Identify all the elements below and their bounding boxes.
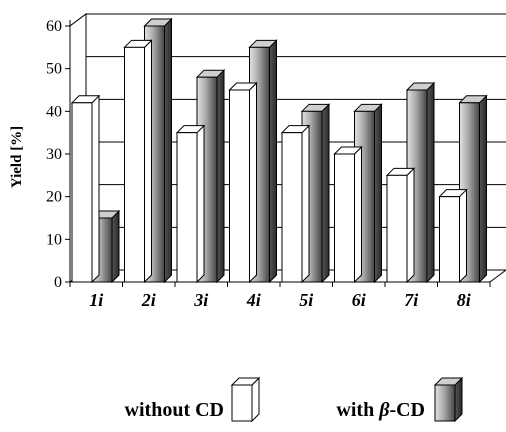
category-label: 2i xyxy=(141,290,156,310)
bar-front xyxy=(176,132,198,283)
bar-side xyxy=(196,124,205,284)
bar-without-cd xyxy=(175,124,206,284)
bar-side xyxy=(164,17,172,284)
bar-side xyxy=(91,94,100,284)
category-label: 6i xyxy=(352,290,366,310)
bar-side xyxy=(459,188,467,284)
legend-swatch-front xyxy=(434,384,456,422)
gridline xyxy=(69,13,506,27)
legend-swatch-without-cd xyxy=(230,376,261,423)
legend-label-text: with xyxy=(336,399,379,421)
bar-front xyxy=(386,174,408,283)
category-label: 1i xyxy=(89,290,103,310)
bar-without-cd xyxy=(228,81,258,284)
bar-side xyxy=(321,103,330,284)
legend-label-symbol: β xyxy=(378,399,390,421)
y-axis-label: Yield [%] xyxy=(9,126,25,188)
bars xyxy=(70,17,488,284)
category-label: 5i xyxy=(299,290,313,310)
category-label: 8i xyxy=(457,290,471,310)
bar-front xyxy=(281,132,303,283)
legend-swatch-front xyxy=(231,384,253,422)
legend-label: with β-CD xyxy=(336,399,425,421)
category-label: 4i xyxy=(246,290,261,310)
legend-label-text: -CD xyxy=(389,399,425,421)
y-tick-label: 0 xyxy=(54,274,62,291)
y-tick-label: 20 xyxy=(46,189,62,206)
bar-side xyxy=(354,145,362,284)
y-tick-label: 10 xyxy=(46,231,62,248)
x-tick-labels: 1i 2i 3i 4i 5i 6i 7i 8i xyxy=(89,290,471,310)
bar-without-cd xyxy=(70,94,101,284)
bar-side xyxy=(216,68,225,284)
y-tick-labels: 0 10 20 30 40 50 60 xyxy=(46,18,62,291)
bar-side xyxy=(374,103,382,284)
bar-side xyxy=(406,167,415,284)
bar-side xyxy=(111,209,120,284)
bar-without-cd xyxy=(280,124,311,284)
bar-side xyxy=(426,81,435,284)
y-tick-label: 60 xyxy=(46,18,62,35)
y-tick-label: 30 xyxy=(46,146,62,163)
legend: without CD with β-CD xyxy=(125,376,464,423)
bar-side xyxy=(249,81,257,284)
bar-side xyxy=(479,94,487,284)
bar-front xyxy=(439,196,460,283)
legend-label-text: without CD xyxy=(125,399,224,421)
bar-side xyxy=(301,124,310,284)
bar-side xyxy=(269,39,277,284)
bar-front xyxy=(71,102,93,283)
bar-without-cd xyxy=(438,188,468,284)
y-tick-label: 50 xyxy=(46,61,62,78)
bar-without-cd xyxy=(385,167,416,284)
bar-side xyxy=(144,39,152,284)
bar-front xyxy=(334,153,355,283)
bar-without-cd xyxy=(333,145,363,284)
legend-label: without CD xyxy=(125,399,224,421)
category-label: 7i xyxy=(404,290,418,310)
bar-front xyxy=(124,46,145,283)
bar-without-cd xyxy=(123,39,153,284)
y-tick-label: 40 xyxy=(46,103,62,120)
legend-swatch-with-cd xyxy=(433,376,464,423)
category-label: 3i xyxy=(193,290,208,310)
bar-front xyxy=(229,89,250,283)
